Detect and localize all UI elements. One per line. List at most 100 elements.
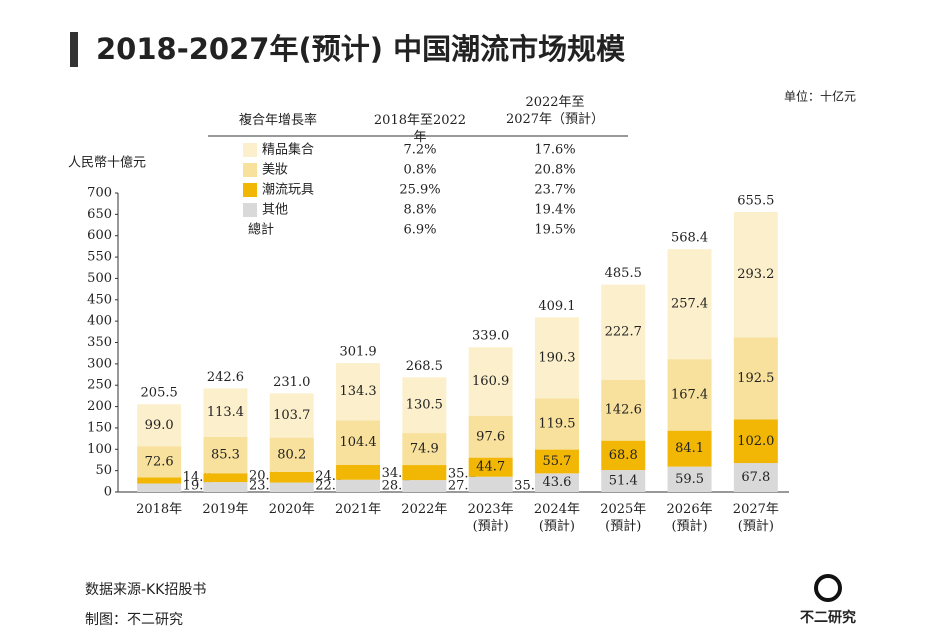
cagr-value: 7.2% [403, 143, 436, 158]
total-label: 485.5 [605, 266, 642, 281]
x-tick-label: 2018年 [136, 502, 183, 517]
bar-segment [667, 430, 712, 467]
bar-segment [269, 482, 314, 492]
legend-label: 其他 [262, 203, 288, 218]
value-label: 104.4 [339, 435, 376, 450]
value-label: 99.0 [145, 418, 174, 433]
title-bar [70, 32, 78, 67]
value-label: 43.6 [542, 475, 571, 490]
bar-segment [336, 363, 381, 421]
value-label: 103.7 [273, 408, 310, 423]
y-tick-label: 500 [87, 271, 112, 286]
bar-segment [336, 479, 381, 492]
value-label: 55.7 [542, 454, 571, 469]
bar-segment [733, 419, 778, 464]
bar-segment [601, 470, 646, 492]
cagr-value: 6.9% [403, 223, 436, 238]
cagr-value: 0.8% [403, 163, 436, 178]
bar-segment [137, 446, 182, 478]
bar-segment [601, 440, 646, 471]
bar-segment [336, 465, 381, 480]
bar-segment [137, 477, 182, 484]
y-tick-label: 0 [104, 485, 112, 500]
legend-label: 美妝 [262, 163, 288, 178]
x-tick-label: 2023年 (預計) [467, 502, 514, 534]
y-tick-label: 700 [87, 186, 112, 201]
table-header: 複合年增長率 [238, 113, 317, 128]
y-tick-label: 50 [95, 463, 112, 478]
bar-segment [203, 388, 248, 437]
cagr-value: 19.4% [534, 203, 575, 218]
bar-segment [269, 437, 314, 472]
y-tick-label: 450 [87, 292, 112, 307]
value-label: 72.6 [145, 455, 174, 470]
total-label: 655.5 [737, 194, 774, 209]
bar-segment [534, 317, 579, 399]
x-tick-label: 2024年 (預計) [533, 502, 580, 534]
logo-icon [814, 574, 842, 602]
total-label: 301.9 [339, 345, 376, 360]
x-tick-label: 2019年 [202, 502, 249, 517]
bar-segment [137, 404, 182, 447]
y-tick-label: 650 [87, 207, 112, 222]
legend-label: 總計 [248, 222, 274, 238]
legend-swatch [243, 163, 257, 177]
value-label: 130.5 [406, 398, 443, 413]
cagr-value: 25.9% [399, 183, 440, 198]
bar-segment [402, 377, 447, 434]
y-tick-label: 400 [87, 314, 112, 329]
bar-segment [402, 465, 447, 481]
cagr-value: 17.6% [534, 143, 575, 158]
bar-segment [601, 379, 646, 441]
cagr-value: 19.5% [534, 223, 575, 238]
bar-segment [667, 249, 712, 360]
value-label: 119.5 [538, 417, 575, 432]
value-label: 80.2 [277, 447, 306, 462]
total-label: 568.4 [671, 231, 708, 246]
value-label: 84.1 [675, 441, 704, 456]
legend-swatch [243, 203, 257, 217]
total-label: 242.6 [207, 370, 244, 385]
bar-segment [468, 415, 513, 458]
value-label: 51.4 [609, 474, 638, 489]
value-label: 222.7 [605, 325, 642, 340]
y-axis-title: 人民幣十億元 [68, 155, 146, 171]
value-label: 142.6 [605, 403, 642, 418]
chart-title: 2018-2027年(预计) 中国潮流市场规模 [96, 32, 626, 66]
x-tick-label: 2026年 (預計) [666, 502, 713, 534]
value-label: 59.5 [675, 472, 704, 487]
total-label: 231.0 [273, 375, 310, 390]
value-label: 74.9 [410, 442, 439, 457]
cagr-value: 23.7% [534, 183, 575, 198]
logo-text: 不二研究 [800, 609, 856, 626]
legend-swatch [243, 183, 257, 197]
bar-segment [468, 476, 513, 492]
x-tick-label: 2027年 (預計) [732, 502, 779, 534]
y-tick-label: 300 [87, 356, 112, 371]
cagr-value: 8.8% [403, 203, 436, 218]
bar-segment [336, 420, 381, 466]
y-tick-label: 250 [87, 378, 112, 393]
value-label: 102.0 [737, 434, 774, 449]
value-label: 97.6 [476, 429, 505, 444]
source: 数据来源-KK招股书 [85, 582, 206, 598]
table-header: 2018年至2022年 [373, 113, 467, 145]
bar-segment [601, 284, 646, 380]
table-header: 2022年至 2027年（預計） [505, 95, 605, 127]
total-label: 205.5 [141, 386, 178, 401]
x-tick-label: 2020年 [268, 502, 315, 517]
bar-segment [534, 449, 579, 474]
y-tick-label: 150 [87, 420, 112, 435]
y-tick-label: 200 [87, 399, 112, 414]
value-label: 134.3 [339, 384, 376, 399]
legend-label: 潮流玩具 [262, 183, 314, 198]
bar-segment [203, 482, 248, 492]
unit: 单位：十亿元 [784, 89, 856, 104]
bar-segment [269, 393, 314, 438]
bar-segment [534, 398, 579, 450]
value-label: 160.9 [472, 374, 509, 389]
y-tick-label: 350 [87, 335, 112, 350]
bar-segment [269, 471, 314, 483]
